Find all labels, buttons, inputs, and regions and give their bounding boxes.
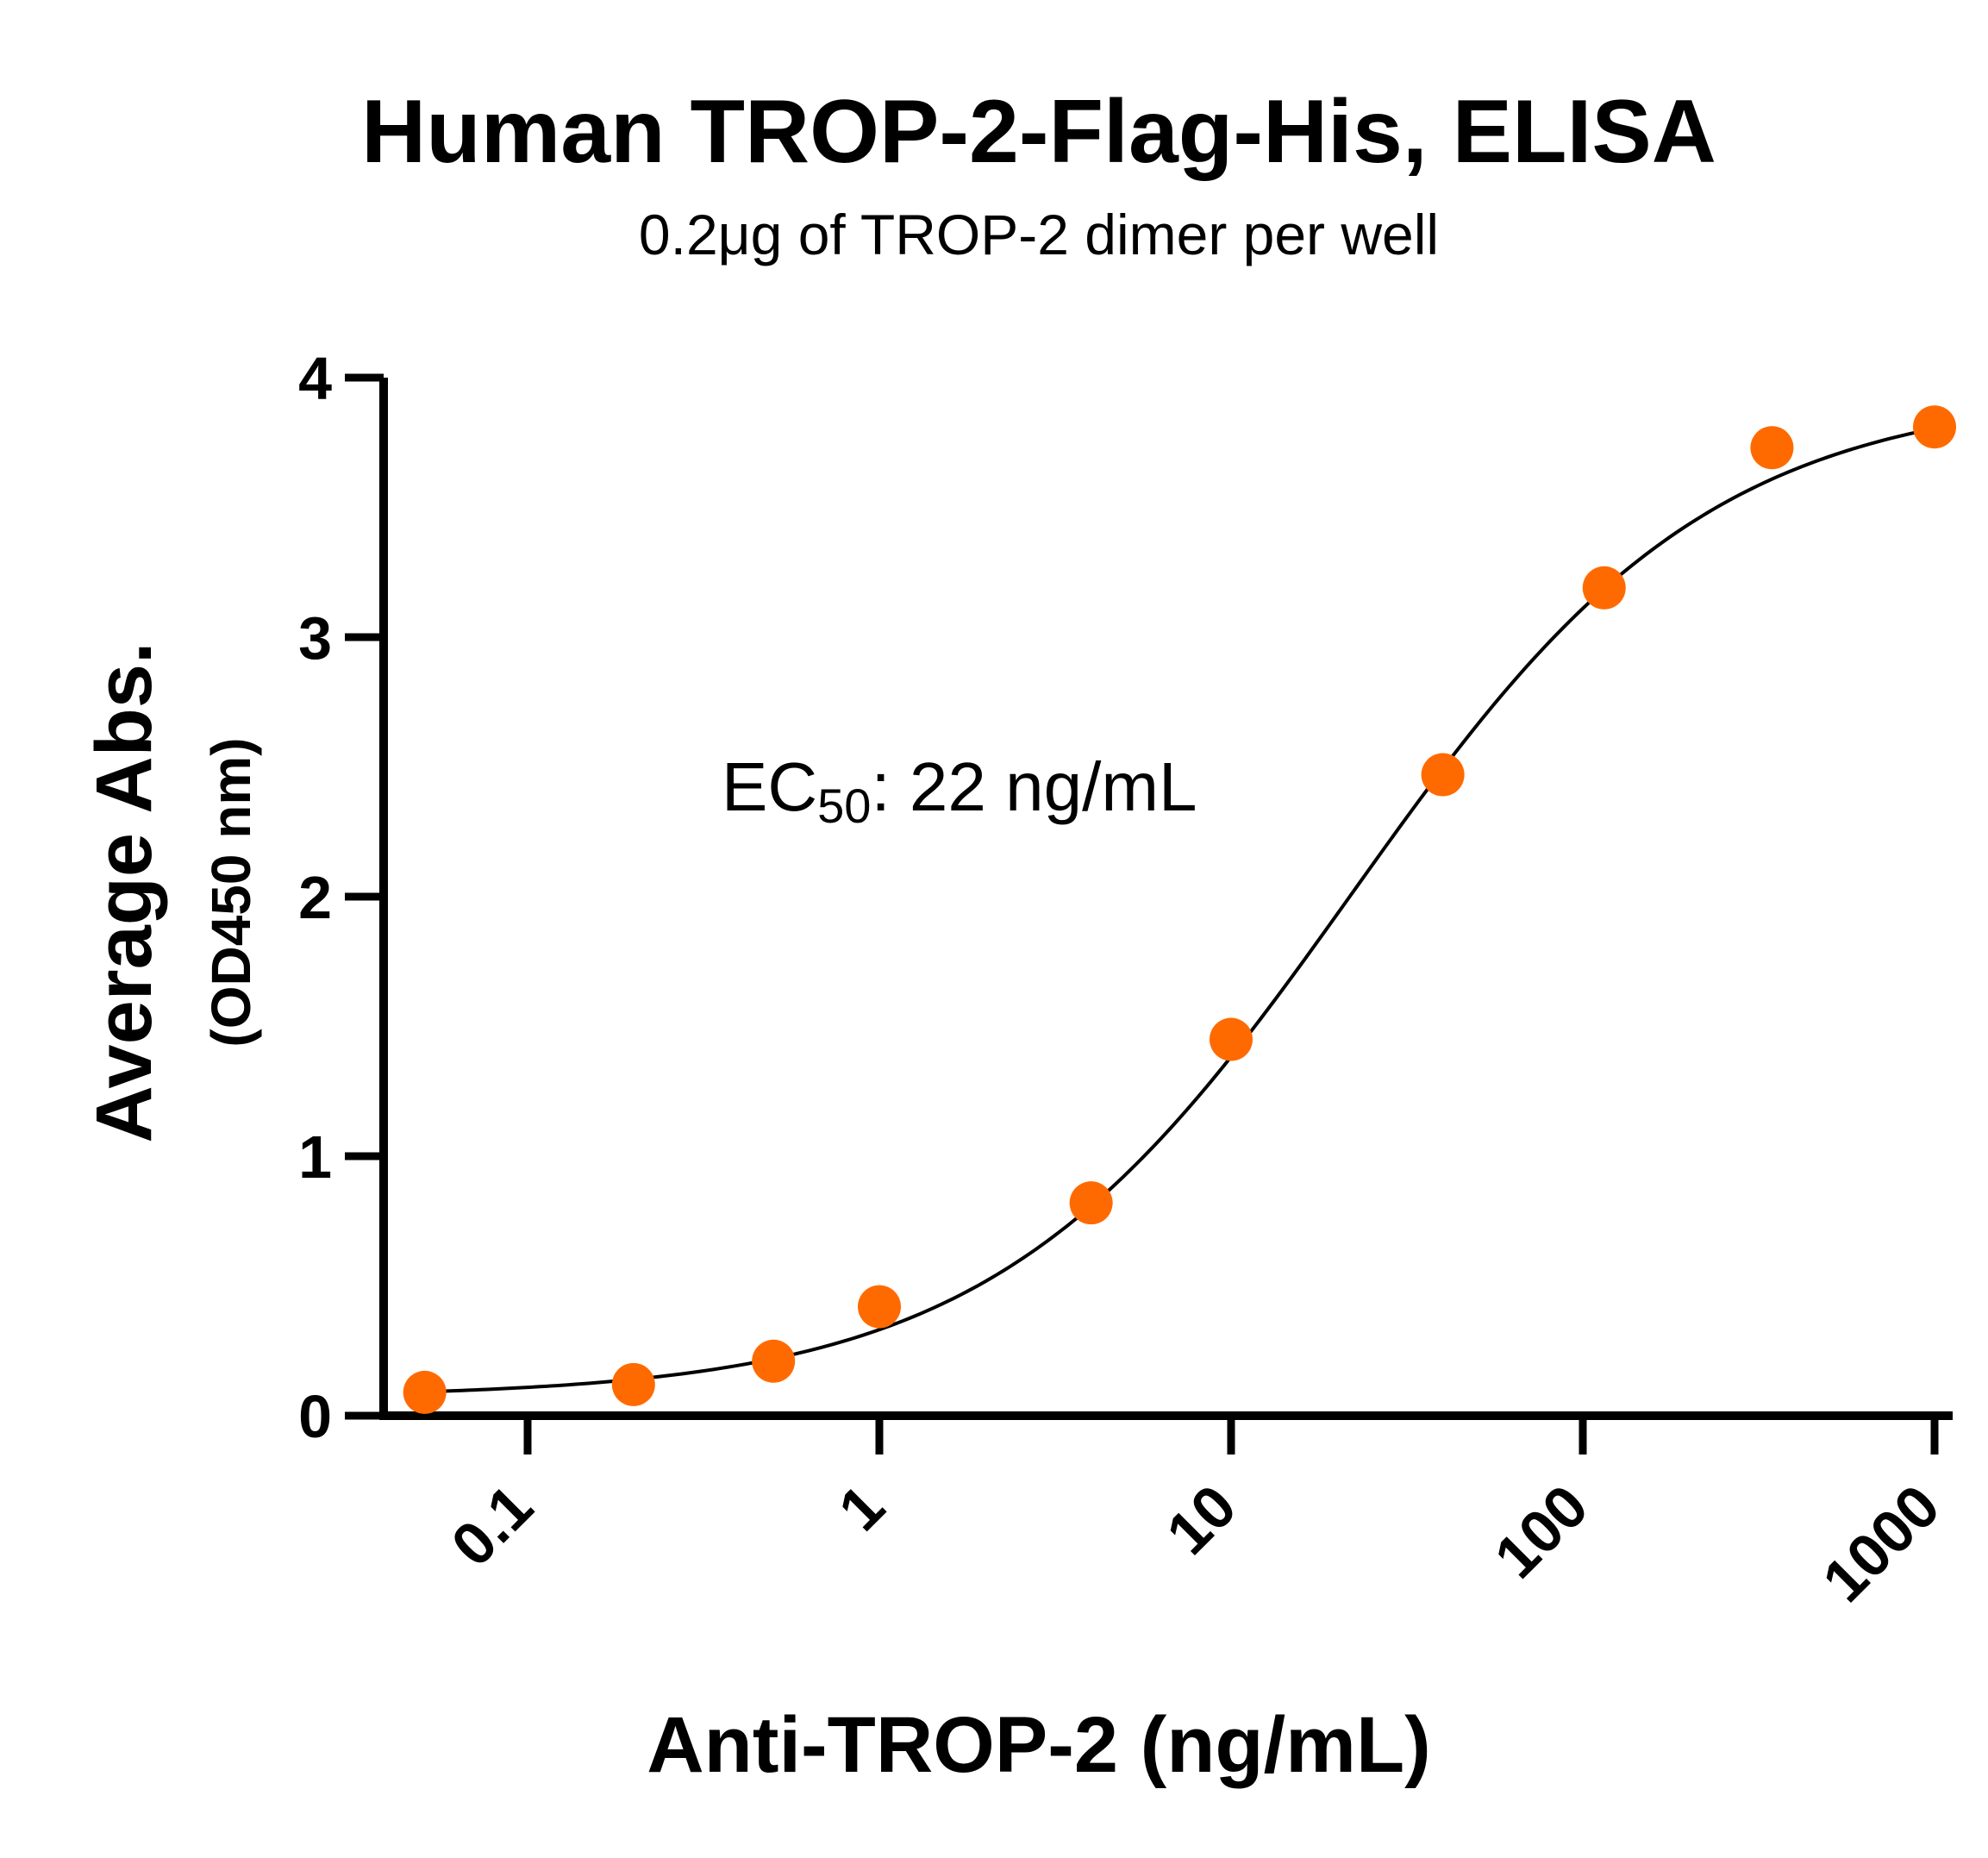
data-point bbox=[858, 1285, 901, 1329]
y-axis-title: Average Abs. bbox=[80, 641, 168, 1142]
ec50-prefix: EC bbox=[722, 748, 817, 825]
ec50-value: : 22 ng/mL bbox=[871, 748, 1197, 825]
y-axis-title-group: Average Abs. (OD450 nm) bbox=[80, 641, 262, 1142]
y-tick-label: 0 bbox=[298, 1383, 332, 1450]
data-point bbox=[752, 1339, 796, 1383]
fit-curve-layer bbox=[424, 426, 1935, 1394]
x-tick-label: 0.1 bbox=[439, 1472, 546, 1579]
x-tick-label: 1000 bbox=[1810, 1472, 1952, 1614]
ec50-subscript: 50 bbox=[817, 779, 871, 833]
y-tick-label: 2 bbox=[298, 864, 332, 931]
data-point bbox=[1582, 566, 1626, 610]
data-point bbox=[1913, 405, 1956, 449]
axes: 0 1 2 3 4 0.1 1 10 100 1000 bbox=[298, 345, 1953, 1615]
y-axis-subtitle: (OD450 nm) bbox=[200, 737, 262, 1047]
data-point bbox=[1069, 1181, 1113, 1225]
y-tick-label: 3 bbox=[298, 604, 332, 672]
y-tick-label: 4 bbox=[298, 345, 332, 412]
x-axis-title: Anti-TROP-2 (ng/mL) bbox=[647, 1701, 1431, 1789]
chart-title: Human TROP-2-Flag-His, ELISA bbox=[361, 82, 1716, 182]
x-tick-label: 100 bbox=[1482, 1472, 1601, 1591]
data-points bbox=[403, 405, 1956, 1414]
x-tick-label: 10 bbox=[1153, 1472, 1248, 1567]
data-point bbox=[1750, 426, 1794, 470]
data-point bbox=[403, 1370, 447, 1414]
y-tick-label: 1 bbox=[298, 1123, 332, 1191]
data-point bbox=[1421, 753, 1465, 797]
chart-subtitle: 0.2μg of TROP-2 dimer per well bbox=[639, 203, 1439, 266]
ec50-annotation: EC50: 22 ng/mL bbox=[722, 748, 1197, 833]
x-tick-label: 1 bbox=[826, 1472, 897, 1543]
data-point bbox=[611, 1362, 655, 1406]
data-point bbox=[1210, 1017, 1253, 1061]
fit-curve bbox=[424, 426, 1935, 1394]
